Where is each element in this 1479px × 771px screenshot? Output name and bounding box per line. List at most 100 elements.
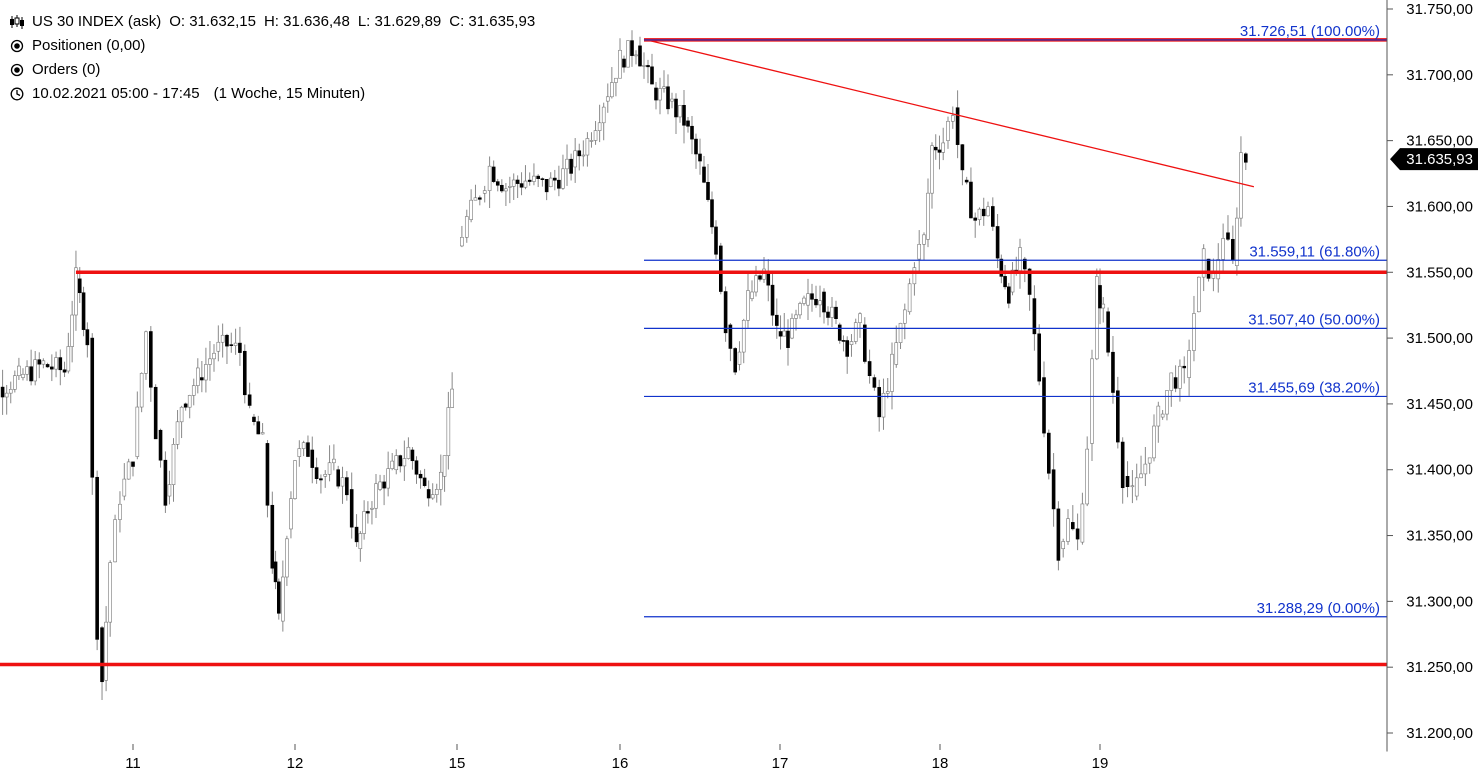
candle-body — [171, 444, 176, 485]
candle-body — [113, 519, 117, 563]
candle-body — [126, 461, 131, 480]
candle-body — [319, 478, 323, 481]
candle-body — [212, 352, 216, 360]
orders-row[interactable]: Orders (0) — [8, 58, 543, 82]
x-tick-label: 17 — [772, 755, 789, 771]
candle-body — [426, 489, 431, 499]
candle-body — [552, 177, 557, 181]
candle-body — [149, 331, 153, 388]
candle-body — [289, 498, 293, 530]
candle-body — [500, 184, 504, 192]
candle-body — [265, 443, 270, 506]
candle-body — [670, 98, 674, 102]
candle-body — [806, 293, 810, 306]
fib-level-label: 31.726,51 (100.00%) — [1240, 23, 1380, 40]
candle-body — [754, 275, 758, 293]
candle-body — [557, 179, 561, 189]
fib-level-label: 31.455,69 (38.20%) — [1248, 379, 1380, 396]
candle-body — [515, 179, 520, 184]
orders-label: Orders (0) — [32, 61, 101, 78]
candle-body — [1075, 528, 1080, 540]
candle-body — [907, 283, 912, 313]
open-value: O: 31.632,15 — [169, 13, 256, 30]
candle-body — [366, 511, 370, 514]
candle-body — [841, 340, 846, 342]
candle-body — [1066, 518, 1070, 542]
candle-body — [770, 284, 775, 316]
candle-body — [941, 142, 946, 153]
candle-body — [508, 186, 512, 188]
candle-body — [208, 358, 212, 365]
candle-body — [581, 154, 586, 157]
candle-body — [402, 458, 407, 467]
fib-level-label: 31.507,40 (50.00%) — [1248, 311, 1380, 328]
radio-icon[interactable] — [8, 63, 26, 77]
candle-body — [969, 181, 973, 219]
candle-body — [1231, 238, 1235, 261]
current-price-badge — [1390, 148, 1478, 171]
candle-body — [666, 86, 670, 110]
candle-body — [187, 395, 192, 408]
candle-body — [786, 330, 790, 348]
candle-body — [256, 421, 261, 435]
candle-body — [933, 146, 938, 151]
candle-body — [1125, 476, 1130, 488]
candle-body — [890, 353, 894, 392]
candle-body — [434, 489, 439, 495]
candle-body — [650, 66, 654, 85]
candle-body — [610, 82, 614, 98]
candle-body — [163, 459, 168, 506]
candle-body — [1061, 541, 1065, 550]
candle-body — [1051, 469, 1056, 510]
candle-body — [1006, 286, 1011, 304]
candle-body — [135, 406, 140, 457]
candle-body — [460, 236, 464, 247]
candle-body — [0, 386, 5, 398]
candle-body — [58, 357, 63, 371]
candle-body — [450, 388, 454, 408]
candle-body — [1056, 508, 1061, 561]
candle-body — [750, 291, 754, 299]
positions-row[interactable]: Positionen (0,00) — [8, 34, 543, 58]
candle-body — [183, 403, 188, 408]
y-tick-label: 31.450,00 — [1406, 396, 1473, 413]
candle-body — [898, 322, 903, 343]
candle-body — [50, 366, 54, 370]
candle-body — [323, 474, 328, 477]
candle-body — [1160, 413, 1165, 418]
drawing-lines[interactable] — [0, 38, 1387, 667]
candle-body — [626, 40, 630, 68]
candle-body — [1111, 351, 1115, 393]
trend-line[interactable] — [643, 38, 1255, 188]
radio-icon[interactable] — [8, 39, 26, 53]
candle-body — [158, 429, 163, 461]
candle-body — [826, 311, 830, 318]
candlestick-icon — [8, 15, 26, 29]
instrument-name: US 30 INDEX (ask) — [32, 13, 162, 30]
candle-body — [548, 177, 553, 188]
chart-info-panel: US 30 INDEX (ask) O: 31.632,15 H: 31.636… — [8, 10, 543, 106]
candle-body — [310, 449, 315, 468]
candle-body — [62, 369, 67, 373]
x-tick-label: 15 — [449, 755, 466, 771]
candle-body — [362, 511, 366, 534]
candle-body — [354, 526, 359, 543]
fib-labels: 31.726,51 (100.00%) 31.559,11 (61.80%) 31.… — [1240, 23, 1380, 617]
candle-body — [618, 49, 622, 79]
candle-body — [849, 341, 854, 345]
candle-body — [17, 365, 21, 377]
candle-body — [674, 98, 678, 118]
candle-body — [45, 364, 50, 368]
candle-body — [390, 460, 395, 469]
y-tick-label: 31.400,00 — [1406, 462, 1473, 479]
candle-body — [1018, 247, 1022, 271]
x-tick-label: 19 — [1092, 755, 1109, 771]
candle-body — [270, 504, 275, 569]
candle-body — [746, 290, 750, 321]
candle-body — [1080, 503, 1085, 543]
candle-body — [527, 179, 532, 182]
candle-body — [758, 275, 762, 280]
candle-body — [1116, 390, 1120, 443]
fib-level-label: 31.288,29 (0.00%) — [1257, 600, 1380, 617]
